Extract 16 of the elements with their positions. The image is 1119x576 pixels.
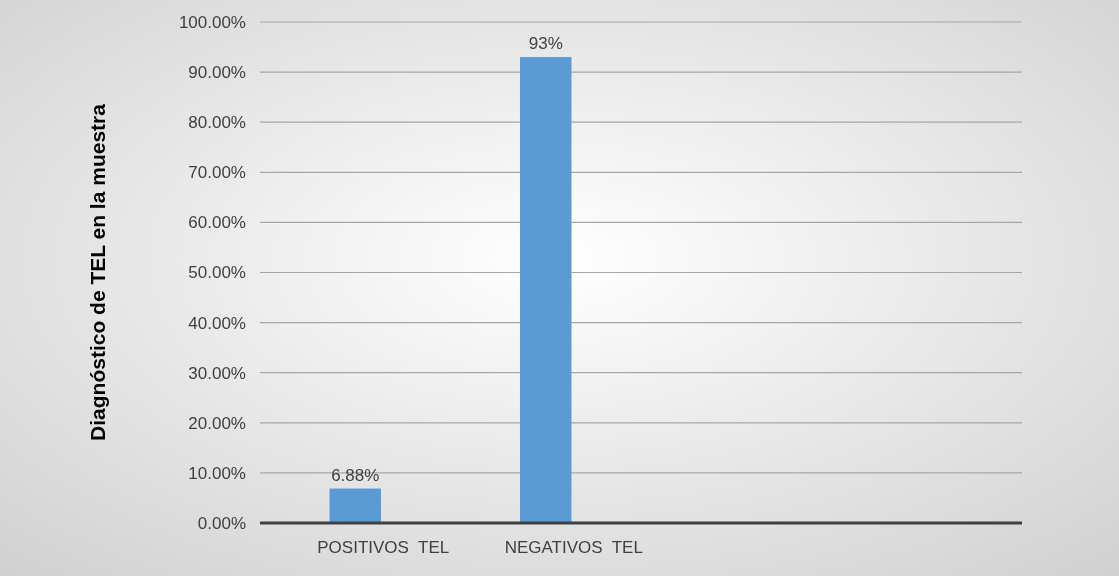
x-tick-label: POSITIVOS TEL — [317, 538, 450, 557]
y-tick-label: 20.00% — [188, 413, 246, 433]
y-tick-label: 40.00% — [188, 313, 246, 333]
data-label: 93% — [528, 34, 563, 54]
y-tick-label: 0.00% — [197, 513, 246, 533]
y-tick-label: 90.00% — [188, 63, 246, 83]
y-tick-label: 70.00% — [188, 163, 246, 183]
y-tick-label: 50.00% — [188, 263, 246, 283]
y-tick-label: 30.00% — [188, 363, 246, 383]
data-label: 6.88% — [331, 465, 380, 485]
y-tick-label: 10.00% — [188, 463, 246, 483]
y-tick-label: 60.00% — [188, 213, 246, 233]
x-tick-label: NEGATIVOS TEL — [504, 538, 643, 557]
y-tick-label: 100.00% — [178, 12, 246, 32]
y-tick-label: 80.00% — [188, 113, 246, 133]
y-axis-title: Diagnóstico de TEL en la muestra — [86, 103, 109, 441]
